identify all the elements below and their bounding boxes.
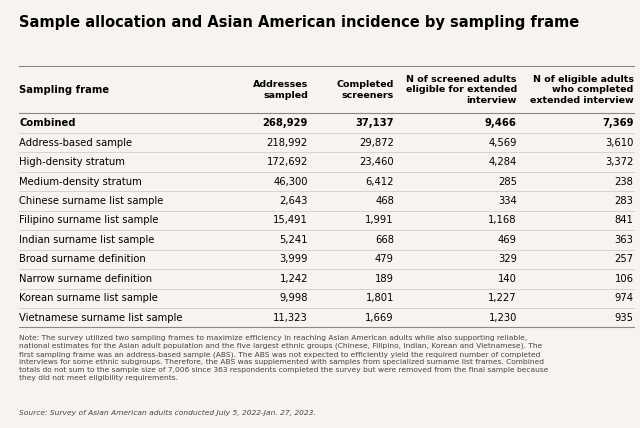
Text: 1,227: 1,227	[488, 293, 517, 303]
Text: 285: 285	[498, 176, 517, 187]
Text: 29,872: 29,872	[359, 137, 394, 148]
Text: 1,991: 1,991	[365, 215, 394, 226]
Text: Medium-density stratum: Medium-density stratum	[19, 176, 142, 187]
Text: Korean surname list sample: Korean surname list sample	[19, 293, 158, 303]
Text: 841: 841	[615, 215, 634, 226]
Text: 4,569: 4,569	[488, 137, 517, 148]
Text: 238: 238	[615, 176, 634, 187]
Text: 1,242: 1,242	[280, 274, 308, 284]
Text: 935: 935	[614, 313, 634, 323]
Text: 218,992: 218,992	[267, 137, 308, 148]
Text: 469: 469	[498, 235, 517, 245]
Text: Note: The survey utilized two sampling frames to maximize efficiency in reaching: Note: The survey utilized two sampling f…	[19, 335, 548, 381]
Text: 3,372: 3,372	[605, 157, 634, 167]
Text: 1,669: 1,669	[365, 313, 394, 323]
Text: 172,692: 172,692	[267, 157, 308, 167]
Text: Sample allocation and Asian American incidence by sampling frame: Sample allocation and Asian American inc…	[19, 15, 579, 30]
Text: 106: 106	[614, 274, 634, 284]
Text: Sampling frame: Sampling frame	[19, 85, 109, 95]
Text: 468: 468	[375, 196, 394, 206]
Text: N of eligible adults
who completed
extended interview: N of eligible adults who completed exten…	[530, 74, 634, 105]
Text: 23,460: 23,460	[359, 157, 394, 167]
Text: 1,168: 1,168	[488, 215, 517, 226]
Text: 363: 363	[615, 235, 634, 245]
Text: 2,643: 2,643	[280, 196, 308, 206]
Text: 7,369: 7,369	[602, 118, 634, 128]
Text: 329: 329	[498, 254, 517, 265]
Text: 6,412: 6,412	[365, 176, 394, 187]
Text: 37,137: 37,137	[355, 118, 394, 128]
Text: Source: Survey of Asian American adults conducted July 5, 2022-Jan. 27, 2023.: Source: Survey of Asian American adults …	[19, 410, 316, 416]
Text: 283: 283	[615, 196, 634, 206]
Text: High-density stratum: High-density stratum	[19, 157, 125, 167]
Text: Filipino surname list sample: Filipino surname list sample	[19, 215, 159, 226]
Text: 479: 479	[375, 254, 394, 265]
Text: 15,491: 15,491	[273, 215, 308, 226]
Text: 9,998: 9,998	[280, 293, 308, 303]
Text: 5,241: 5,241	[280, 235, 308, 245]
Text: 46,300: 46,300	[273, 176, 308, 187]
Text: Combined: Combined	[19, 118, 76, 128]
Text: 1,230: 1,230	[488, 313, 517, 323]
Text: 4,284: 4,284	[488, 157, 517, 167]
Text: N of screened adults
eligible for extended
interview: N of screened adults eligible for extend…	[406, 74, 517, 105]
Text: Broad surname definition: Broad surname definition	[19, 254, 146, 265]
Text: 9,466: 9,466	[485, 118, 517, 128]
Text: 334: 334	[498, 196, 517, 206]
Text: Chinese surname list sample: Chinese surname list sample	[19, 196, 164, 206]
Text: 189: 189	[375, 274, 394, 284]
Text: Indian surname list sample: Indian surname list sample	[19, 235, 155, 245]
Text: 3,610: 3,610	[605, 137, 634, 148]
Text: 1,801: 1,801	[365, 293, 394, 303]
Text: 268,929: 268,929	[262, 118, 308, 128]
Text: 668: 668	[375, 235, 394, 245]
Text: 11,323: 11,323	[273, 313, 308, 323]
Text: Addresses
sampled: Addresses sampled	[253, 80, 308, 100]
Text: 257: 257	[614, 254, 634, 265]
Text: 3,999: 3,999	[280, 254, 308, 265]
Text: Address-based sample: Address-based sample	[19, 137, 132, 148]
Text: Narrow surname definition: Narrow surname definition	[19, 274, 152, 284]
Text: Vietnamese surname list sample: Vietnamese surname list sample	[19, 313, 182, 323]
Text: 140: 140	[498, 274, 517, 284]
Text: Completed
screeners: Completed screeners	[337, 80, 394, 100]
Text: 974: 974	[614, 293, 634, 303]
